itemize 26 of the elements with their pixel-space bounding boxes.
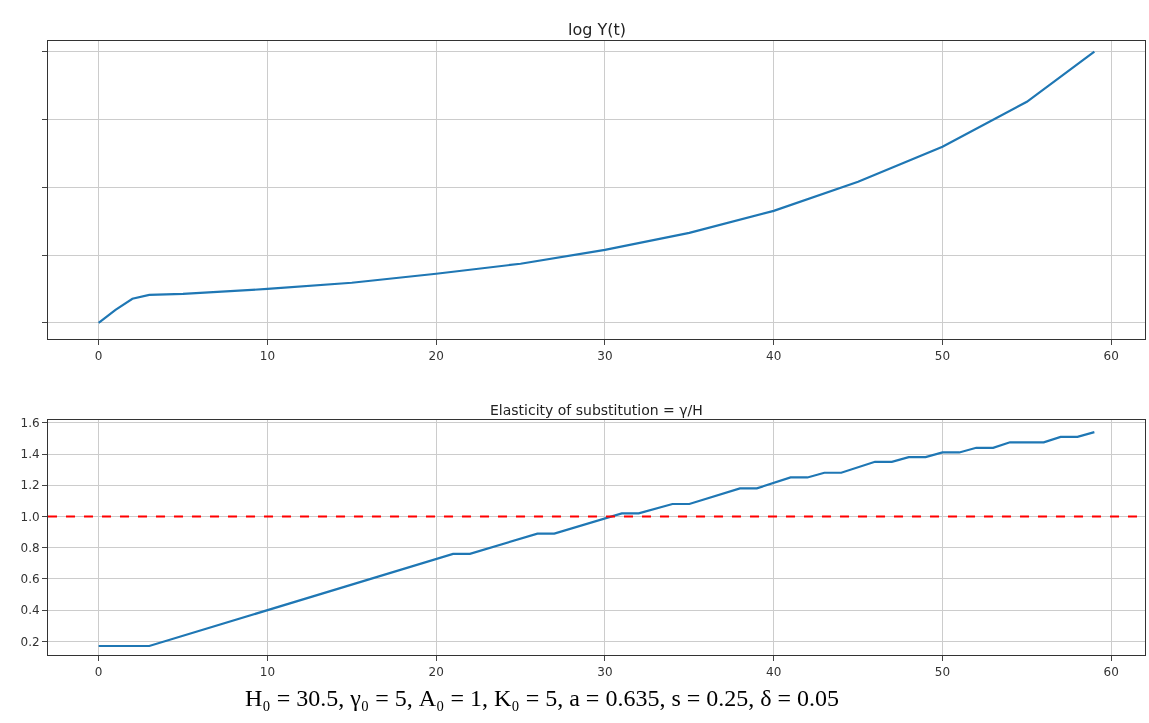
x-tick-label: 10 <box>259 664 276 679</box>
x-tick-label: 60 <box>1103 664 1119 679</box>
x-tick-label: 40 <box>766 348 782 363</box>
y-tick-label: 0.8 <box>20 540 40 555</box>
x-tick-label: 60 <box>1103 348 1119 363</box>
x-tick-label: 20 <box>428 348 444 363</box>
y-tick-label: 1.6 <box>20 416 40 431</box>
x-tick-label: 20 <box>428 664 444 679</box>
x-tick-label: 0 <box>94 664 103 679</box>
x-tick-label: 0 <box>94 348 103 363</box>
chart-title: log Y(t) <box>568 20 627 39</box>
y-tick-label: 1.2 <box>20 478 40 493</box>
x-tick-label: 30 <box>597 664 613 679</box>
line-series <box>97 431 1096 648</box>
x-tick-label: 50 <box>934 348 951 363</box>
y-tick-label: 0.2 <box>20 634 40 649</box>
y-tick-label: 0.4 <box>20 603 40 618</box>
x-tick-label: 50 <box>934 664 951 679</box>
x-tick-label: 10 <box>259 348 276 363</box>
chart-title: Elasticity of substitution = γ/H <box>490 402 703 418</box>
y-tick-label: 0.6 <box>20 572 40 587</box>
text: H₀ = 30.5, γ₀ = 5, A₀ = 1, K₀ = 5, a = 0.635, s = 0.25, δ = 0.05 <box>245 685 840 711</box>
y-tick-label: 1.4 <box>20 447 40 462</box>
x-tick-label: 40 <box>766 664 782 679</box>
y-tick-label: 1.0 <box>20 509 40 524</box>
x-tick-label: 30 <box>597 348 613 363</box>
